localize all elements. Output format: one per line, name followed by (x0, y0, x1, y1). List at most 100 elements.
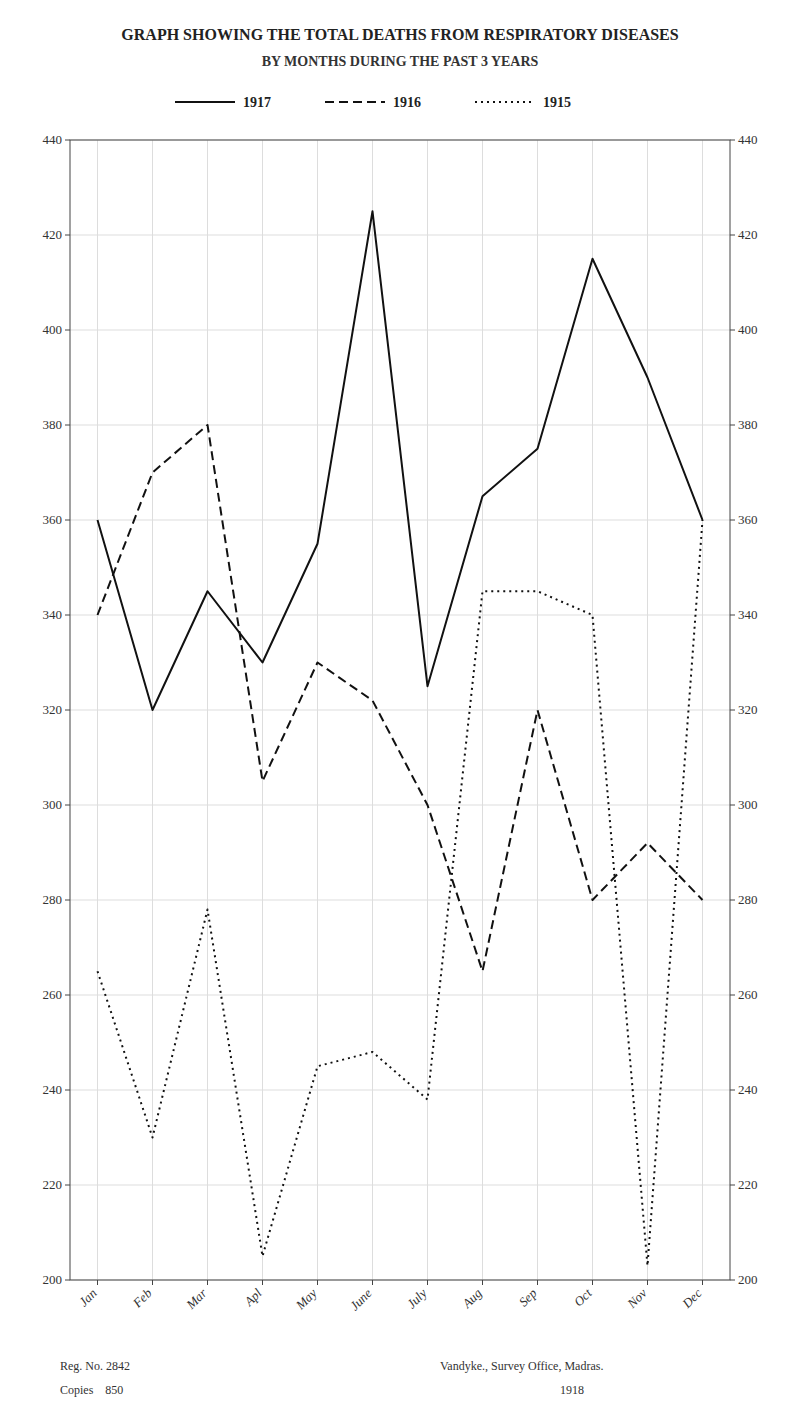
legend-label: 1915 (543, 95, 571, 110)
y-tick-label: 440 (43, 132, 63, 147)
y-tick-label: 300 (43, 797, 63, 812)
x-tick-label: Oct (571, 1285, 595, 1309)
grid-line-x (427, 140, 428, 1280)
legend-label: 1917 (243, 95, 271, 110)
x-tick-label: Aug (458, 1285, 484, 1311)
grid (70, 140, 730, 1280)
y-tick (65, 140, 70, 141)
x-tick-label: Sep (516, 1285, 540, 1309)
grid-line-y (70, 710, 730, 711)
grid-line-y (70, 330, 730, 331)
grid-line-x (262, 140, 263, 1280)
y2-tick-label: 360 (738, 512, 758, 527)
y2-tick (730, 710, 735, 711)
y2-tick-label: 220 (738, 1177, 758, 1192)
y-axis: 200220240260280300320340360380400420440 (43, 132, 71, 1287)
grid-line-y (70, 995, 730, 996)
y-tick (65, 1280, 70, 1281)
y-tick (65, 900, 70, 901)
note: Vandyke., Survey Office, Madras. (440, 1359, 603, 1373)
y2-tick-label: 440 (738, 132, 758, 147)
grid-line-x (537, 140, 538, 1280)
notes: Reg. No. 2842 Copies 850 Vandyke., Survey … (60, 1359, 603, 1397)
y-tick-label: 340 (43, 607, 63, 622)
grid-line-x (647, 140, 648, 1280)
y-tick (65, 805, 70, 806)
x-tick (207, 1280, 208, 1285)
x-tick-label: Dec (679, 1285, 705, 1311)
y2-tick (730, 1185, 735, 1186)
y2-axis: 200220240260280300320340360380400420440 (730, 132, 758, 1287)
y-tick (65, 995, 70, 996)
y2-tick (730, 140, 735, 141)
grid-line-y (70, 1185, 730, 1186)
legend: 1917 1916 1915 (175, 95, 571, 110)
y2-tick-label: 200 (738, 1272, 758, 1287)
grid-line-y (70, 425, 730, 426)
grid-line-y (70, 520, 730, 521)
y-tick (65, 615, 70, 616)
y-tick (65, 520, 70, 521)
y2-tick (730, 1280, 735, 1281)
y2-tick-label: 320 (738, 702, 758, 717)
x-tick (482, 1280, 483, 1285)
y-tick-label: 200 (43, 1272, 63, 1287)
x-tick-label: Jan (76, 1286, 100, 1310)
legend-swatch (475, 101, 535, 103)
grid-line-y (70, 615, 730, 616)
x-tick (427, 1280, 428, 1285)
grid-line-x (207, 140, 208, 1280)
chart: GRAPH SHOWING THE TOTAL DEATHS FROM RESP… (0, 0, 800, 1411)
y-tick-label: 400 (43, 322, 63, 337)
x-tick (647, 1280, 648, 1285)
subtitle: BY MONTHS DURING THE PAST 3 YEARS (262, 54, 539, 69)
x-tick-label: Apl (241, 1285, 265, 1309)
grid-line-x (482, 140, 483, 1280)
series-line (98, 211, 703, 710)
x-tick-label: Mar (182, 1285, 210, 1313)
y2-tick (730, 1090, 735, 1091)
grid-line-x (97, 140, 98, 1280)
x-tick (317, 1280, 318, 1285)
y2-tick-label: 260 (738, 987, 758, 1002)
series-group (98, 211, 703, 1266)
note: Reg. No. 2842 (60, 1359, 130, 1373)
x-tick-label: May (292, 1285, 320, 1313)
y2-tick-label: 380 (738, 417, 758, 432)
series-line (98, 520, 703, 1266)
y-tick-label: 320 (43, 702, 63, 717)
x-tick (97, 1280, 98, 1285)
x-tick (262, 1280, 263, 1285)
y-tick (65, 1185, 70, 1186)
y2-tick (730, 805, 735, 806)
note: Copies 850 (60, 1383, 123, 1397)
y2-tick-label: 340 (738, 607, 758, 622)
y2-tick (730, 520, 735, 521)
plot-frame (70, 140, 730, 1280)
x-tick (152, 1280, 153, 1285)
series-line (98, 425, 703, 971)
y-tick (65, 235, 70, 236)
note: 1918 (560, 1383, 584, 1397)
x-tick-label: Feb (129, 1285, 155, 1311)
x-tick (702, 1280, 703, 1285)
y2-tick (730, 235, 735, 236)
y2-tick (730, 900, 735, 901)
grid-line-y (70, 900, 730, 901)
grid-line-y (70, 805, 730, 806)
x-tick-label: July (404, 1285, 430, 1311)
legend-label: 1916 (393, 95, 421, 110)
y2-tick (730, 995, 735, 996)
y-tick-label: 280 (43, 892, 63, 907)
x-tick (537, 1280, 538, 1285)
y-tick (65, 330, 70, 331)
y-tick-label: 240 (43, 1082, 63, 1097)
grid-line-y (70, 1090, 730, 1091)
grid-line-x (372, 140, 373, 1280)
y2-tick-label: 300 (738, 797, 758, 812)
grid-line-x (317, 140, 318, 1280)
grid-line-y (70, 235, 730, 236)
y-tick (65, 1090, 70, 1091)
x-tick (372, 1280, 373, 1285)
y-tick-label: 420 (43, 227, 63, 242)
